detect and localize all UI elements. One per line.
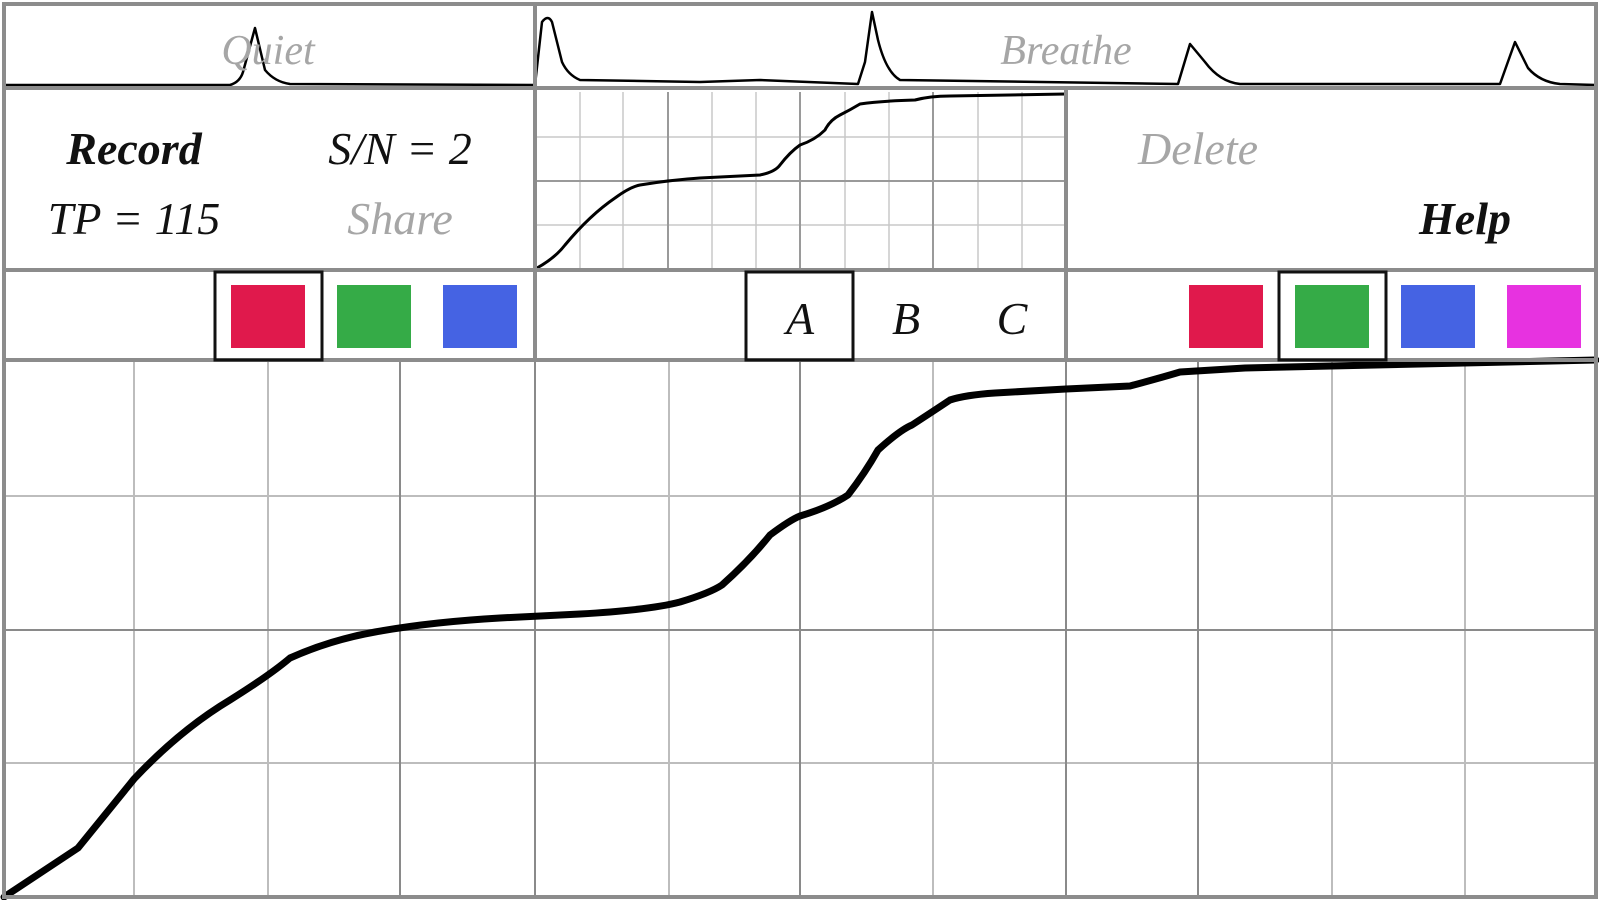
help-button[interactable]: Help <box>1418 193 1511 244</box>
swatch-green[interactable] <box>337 285 411 348</box>
swatch-selection-frame <box>213 270 324 362</box>
swatch-blue[interactable] <box>1401 285 1475 348</box>
tab-selection-frame <box>744 270 855 362</box>
tab-c[interactable]: C <box>997 293 1029 344</box>
swatch-blue[interactable] <box>443 285 517 348</box>
tab-a[interactable]: A <box>783 293 815 344</box>
main-plot-grid <box>4 360 1596 897</box>
mini-plot-grid <box>535 92 1066 268</box>
breathe-label: Breathe <box>1000 28 1131 74</box>
mini-trace <box>536 92 1067 270</box>
main-trace <box>0 356 1599 901</box>
swatch-red[interactable] <box>1189 285 1263 348</box>
delete-button[interactable]: Delete <box>1137 123 1258 174</box>
left-swatch-group <box>213 270 517 362</box>
sn-readout: S/N = 2 <box>328 123 472 174</box>
swatch-green[interactable] <box>1295 285 1369 348</box>
record-button[interactable]: Record <box>65 123 202 174</box>
channel-tabs: A B C <box>744 270 1029 362</box>
tab-b[interactable]: B <box>892 293 920 344</box>
share-button[interactable]: Share <box>347 193 453 244</box>
tp-readout: TP = 115 <box>48 193 220 244</box>
top-waveform <box>4 10 1597 87</box>
right-swatch-group <box>1189 270 1581 362</box>
quiet-label: Quiet <box>221 28 316 74</box>
swatch-magenta[interactable] <box>1507 285 1581 348</box>
swatch-selection-frame <box>1277 270 1388 362</box>
swatch-red[interactable] <box>231 285 305 348</box>
